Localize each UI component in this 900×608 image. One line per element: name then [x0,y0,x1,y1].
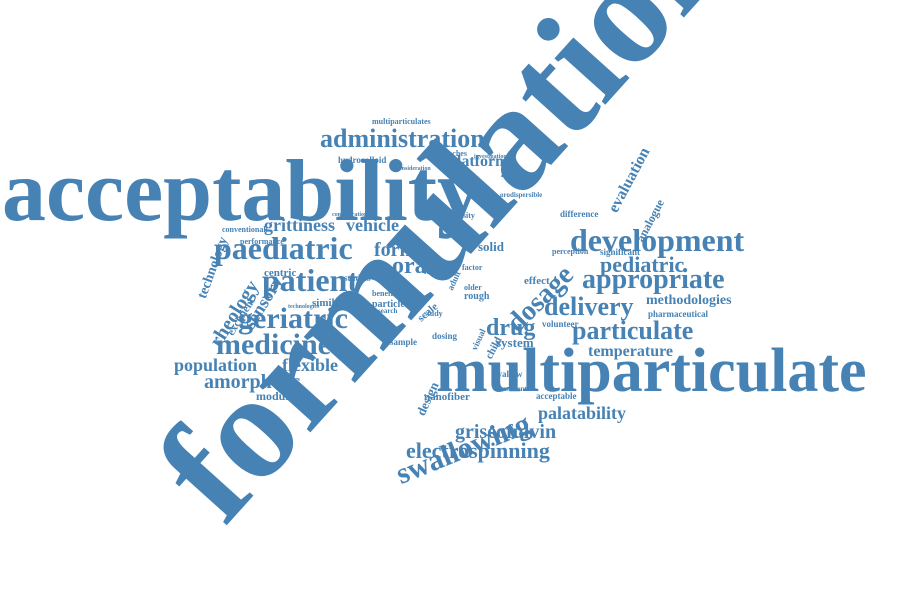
word-pharmaceutical: pharmaceutical [648,309,708,319]
word-paediatric: paediatric [214,230,353,266]
word-dosing: dosing [432,331,458,341]
word-palatability: palatability [538,403,627,423]
word-swallow: swallow [492,369,523,379]
word-delivery: delivery [544,292,634,321]
word-temperature: temperature [588,343,673,360]
word-modulated: modulated [256,389,311,403]
word-particulate: particulate [572,316,694,345]
word-orodispersible: orodispersible [500,191,543,199]
word-similarities: similarities [312,297,364,309]
word-nanofiber: nanofiber [424,391,470,403]
word-level: level [424,267,440,276]
word-centric: centric [264,267,297,279]
word-technologies: technologies [288,304,320,310]
word-viscosity: viscosity [446,211,475,220]
word-perception: perception [552,247,589,256]
word-effect: effect [524,275,550,287]
word-assessment: assessment [494,385,527,393]
word-media: media [372,269,399,280]
word-evaluation: evaluation [605,144,654,216]
word-amorphous: amorphous [204,371,301,393]
word-griseofulvin: griseofulvin [455,421,557,443]
word-platform: platform [448,153,509,170]
word-medicine: medicine [216,328,331,361]
word-system: system [496,335,534,350]
word-appropriate: appropriate [582,264,725,295]
word-investigation: investigation [474,154,507,160]
word-older: older [464,283,482,292]
word-multiparticulate: multiparticulate [436,337,867,405]
word-methodologies: methodologies [646,293,732,308]
word-conventional: conventional [222,225,266,234]
word-drug: drug [486,315,536,341]
word-difference: difference [560,209,599,219]
word-technology: technology [195,234,232,301]
word-concentration: concentration [332,212,368,218]
word-grittiness: grittiness [264,215,335,235]
word-vehicle: vehicle [346,215,399,235]
word-patient: patient [262,262,358,298]
word-studies: studies [344,273,371,283]
word-population: population [174,355,258,375]
word-oral: oral [392,253,434,279]
word-benefit: benefit [372,289,396,298]
word-research: research [372,307,398,315]
word-hydrocolloid: hydrocolloid [338,155,387,165]
word-multiparticulates: multiparticulates [372,117,431,126]
word-administration: administration [320,124,485,153]
word-factor: factor [462,263,483,272]
word-consideration: consideration [396,166,431,172]
word-pediatric: pediatric [600,252,685,277]
word-study: study [424,309,443,318]
word-flexible: flexible [282,355,338,375]
word-development: development [570,222,745,258]
word-electrospinning: electrospinning [406,438,550,463]
word-performance: performance [240,237,284,246]
word-approaches: approaches [428,149,467,158]
word-significant: significant [600,247,641,257]
word-rough: rough [464,291,490,302]
word-acceptability: acceptability [2,143,482,240]
word-volunteer: volunteer [542,319,579,329]
word-acceptable: acceptable [536,391,577,401]
word-geriatric: geriatric [238,302,348,335]
word-form: form [374,239,417,261]
word-sample: sample [390,337,417,347]
word-particle: particle [372,299,405,310]
word-solid: solid [478,239,505,254]
